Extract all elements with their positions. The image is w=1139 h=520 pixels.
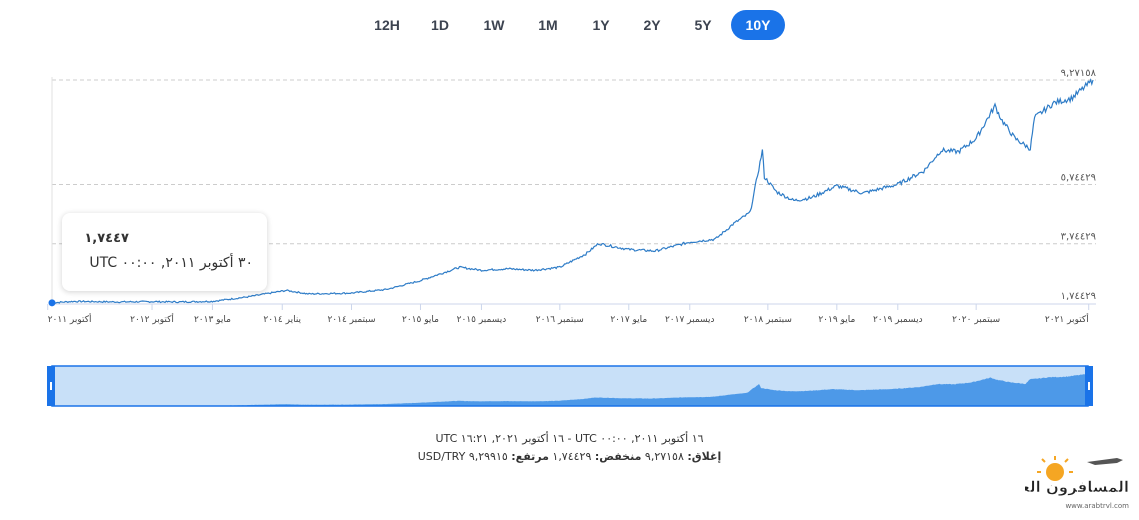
range-button-1y[interactable]: 1Y [592, 17, 610, 33]
low-value: ١,٧٤٤٢٩ [552, 450, 592, 463]
site-watermark-logo: المسافرون العرب www.arabtrvl.com [1025, 456, 1129, 510]
high-value: ٩,٢٩٩١٥ [468, 450, 508, 463]
range-navigator[interactable] [0, 360, 1139, 410]
x-tick-label: سبتمبر ٢٠١٤ [327, 315, 375, 325]
navigator-right-handle[interactable] [1085, 366, 1093, 406]
tooltip-value: ١,٧٤٤٧ [84, 231, 129, 246]
x-axis-ticks: أكتوبر ٢٠١١ أكتوبر ٢٠١٢ مايو ٢٠١٣ يناير ٢٠١… [47, 304, 1090, 325]
currency-pair: USD/TRY [417, 450, 466, 463]
close-label: إغلاق: [687, 450, 722, 463]
range-button-1w[interactable]: 1W [483, 17, 505, 33]
footer-stats: إغلاق: ٩,٢٧١٥٨ منخفض: ١,٧٤٤٢٩ مرتفع: ٩,٢… [0, 450, 1139, 463]
usd-try-series-line [51, 78, 1094, 304]
y-axis-labels: ١,٧٤٤٢٩ ٣,٧٤٤٢٩ ٥,٧٤٤٢٩ ٩,٢٧١٥٨ [1061, 68, 1097, 302]
x-tick-label: ديسمبر ٢٠١٧ [665, 315, 715, 325]
x-tick-label: يناير ٢٠١٤ [263, 315, 301, 325]
airplane-icon [1087, 458, 1123, 465]
y-tick-label: ٥,٧٤٤٢٩ [1061, 172, 1096, 183]
high-label: مرتفع: [511, 450, 549, 463]
x-tick-label: مايو ٢٠١٥ [402, 315, 439, 325]
x-tick-label: أكتوبر ٢٠١١ [48, 313, 92, 325]
range-button-10y[interactable]: 10Y [731, 10, 785, 40]
navigator-area [52, 374, 1088, 406]
x-tick-label: سبتمبر ٢٠١٦ [536, 315, 584, 325]
x-tick-label: سبتمبر ٢٠١٨ [744, 315, 792, 325]
y-tick-label: ٣,٧٤٤٢٩ [1061, 232, 1096, 243]
x-tick-label: ديسمبر ٢٠١٥ [457, 315, 507, 325]
hover-tooltip: ١,٧٤٤٧ ٣٠ أكتوبر ٢٠١١, ٠٠:٠٠ UTC [62, 213, 267, 291]
x-tick-label: ديسمبر ٢٠١٩ [873, 315, 923, 325]
x-tick-label: أكتوبر ٢٠١٢ [130, 313, 174, 325]
range-button-2y[interactable]: 2Y [643, 17, 661, 33]
x-tick-label: مايو ٢٠١٩ [818, 315, 855, 325]
range-button-12h[interactable]: 12H [374, 17, 400, 33]
price-chart: ١,٧٤٤٢٩ ٣,٧٤٤٢٩ ٥,٧٤٤٢٩ ٩,٢٧١٥٨ أكتوبر ٢٠١١… [47, 68, 1097, 325]
footer-period: UTC ١٦ أكتوبر ٢٠٢١, ١٦:٢١ - UTC ١٦ أكتوب… [435, 432, 704, 445]
low-label: منخفض: [594, 450, 642, 463]
range-button-1d[interactable]: 1D [431, 17, 449, 33]
y-tick-label: ٩,٢٧١٥٨ [1061, 68, 1097, 79]
hover-point-marker [48, 299, 56, 307]
range-button-1m[interactable]: 1M [538, 17, 558, 33]
x-tick-label: أكتوبر ٢٠٢١ [1045, 313, 1089, 325]
watermark-brand: المسافرون العرب [1025, 478, 1129, 496]
x-tick-label: مايو ٢٠١٧ [610, 315, 647, 325]
sun-icon [1037, 456, 1073, 481]
range-button-5y[interactable]: 5Y [694, 17, 712, 33]
navigator-left-handle[interactable] [47, 366, 55, 406]
watermark-url: www.arabtrvl.com [1065, 502, 1129, 510]
y-tick-label: ١,٧٤٤٢٩ [1061, 291, 1096, 302]
x-tick-label: سبتمبر ٢٠٢٠ [952, 315, 1000, 325]
tooltip-date: ٣٠ أكتوبر ٢٠١١, ٠٠:٠٠ UTC [89, 255, 253, 271]
close-value: ٩,٢٧١٥٨ [644, 450, 684, 463]
chart-grid [52, 79, 1096, 245]
x-tick-label: مايو ٢٠١٣ [194, 315, 231, 325]
